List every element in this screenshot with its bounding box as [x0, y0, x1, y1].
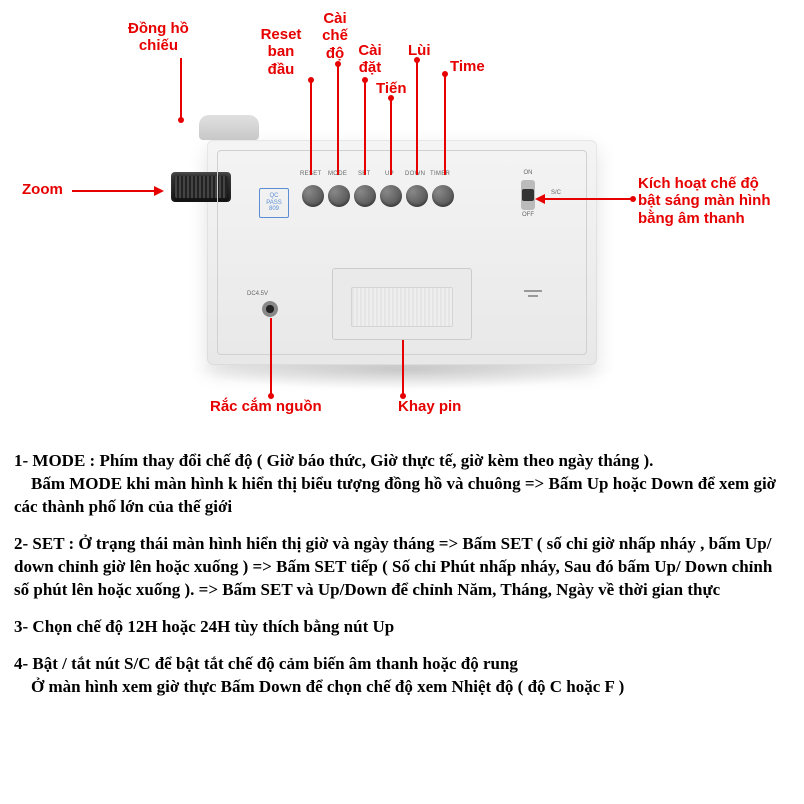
qc-line: QC [260, 193, 288, 200]
clock-device-back: QC PASS 809 RESET MODE SET UP [207, 140, 597, 365]
switch-track [521, 180, 535, 210]
set-button [354, 185, 376, 207]
callout-text: Cài chế độ [322, 10, 348, 62]
callout-text: Đồng hồ chiếu [128, 20, 189, 54]
leader [180, 58, 182, 118]
callout-timer: Time [450, 58, 485, 75]
diagram-area: QC PASS 809 RESET MODE SET UP [0, 0, 804, 440]
instruction-1: 1- MODE : Phím thay đổi chế độ ( Giờ báo… [14, 450, 790, 519]
instructions: 1- MODE : Phím thay đổi chế độ ( Giờ báo… [14, 450, 790, 712]
callout-down: Lùi [408, 42, 431, 59]
instruction-4: 4- Bật / tắt nút S/C để bật tắt chế độ c… [14, 653, 790, 699]
callout-text: Reset ban đầu [261, 26, 302, 78]
qc-stamp: QC PASS 809 [259, 188, 289, 218]
leader [364, 80, 366, 175]
leader-dot [308, 77, 314, 83]
down-button [406, 185, 428, 207]
leader-dot [335, 61, 341, 67]
battery-cover [332, 268, 472, 340]
dc-label: DC4.5V [247, 291, 268, 297]
projector-lens [199, 115, 259, 140]
leader [337, 64, 339, 175]
leader [416, 60, 418, 175]
timer-button [432, 185, 454, 207]
callout-battery: Khay pin [398, 398, 461, 415]
callout-text: Cài đặt [358, 42, 381, 76]
callout-mode: Cài chế độ [318, 10, 352, 62]
qc-line: 809 [260, 206, 288, 213]
reset-button [302, 185, 324, 207]
instruction-3: 3- Chọn chế độ 12H hoặc 24H tùy thích bằ… [14, 616, 790, 639]
instruction-2: 2- SET : Ở trạng thái màn hình hiển thị … [14, 533, 790, 602]
callout-set: Cài đặt [355, 42, 385, 77]
speaker-grille [524, 290, 542, 300]
leader [270, 318, 272, 396]
switch-on-lbl: ON [524, 170, 533, 176]
button-row: RESET MODE SET UP DOWN TIMER [302, 185, 454, 207]
leader [402, 340, 404, 396]
leader-dot [414, 57, 420, 63]
leader-dot [388, 95, 394, 101]
callout-switch: Kích hoạt chế độ bật sáng màn hình bằng … [638, 175, 798, 227]
leader-dot [268, 393, 274, 399]
dc-jack [262, 301, 278, 317]
qc-line: PASS [260, 200, 288, 207]
leader-dot [400, 393, 406, 399]
leader-dot [178, 117, 184, 123]
up-button [380, 185, 402, 207]
leader [390, 98, 392, 175]
callout-projector: Đồng hồ chiếu [128, 20, 189, 55]
btn-cap: TIMER [430, 171, 450, 177]
leader [72, 190, 154, 192]
leader [545, 198, 633, 200]
callout-reset: Reset ban đầu [258, 26, 304, 78]
switch-knob [522, 189, 534, 201]
leader [444, 74, 446, 175]
leader-dot [362, 77, 368, 83]
switch-off-lbl: OFF [522, 212, 534, 218]
callout-jack: Rắc cắm nguồn [210, 398, 322, 415]
callout-zoom: Zoom [22, 181, 63, 198]
mode-button [328, 185, 350, 207]
leader-dot [630, 196, 636, 202]
leader-dot [442, 71, 448, 77]
arrow-icon [535, 194, 545, 204]
arrow-icon [154, 186, 164, 196]
switch-sc-lbl: S/C [551, 190, 561, 196]
leader [310, 80, 312, 175]
